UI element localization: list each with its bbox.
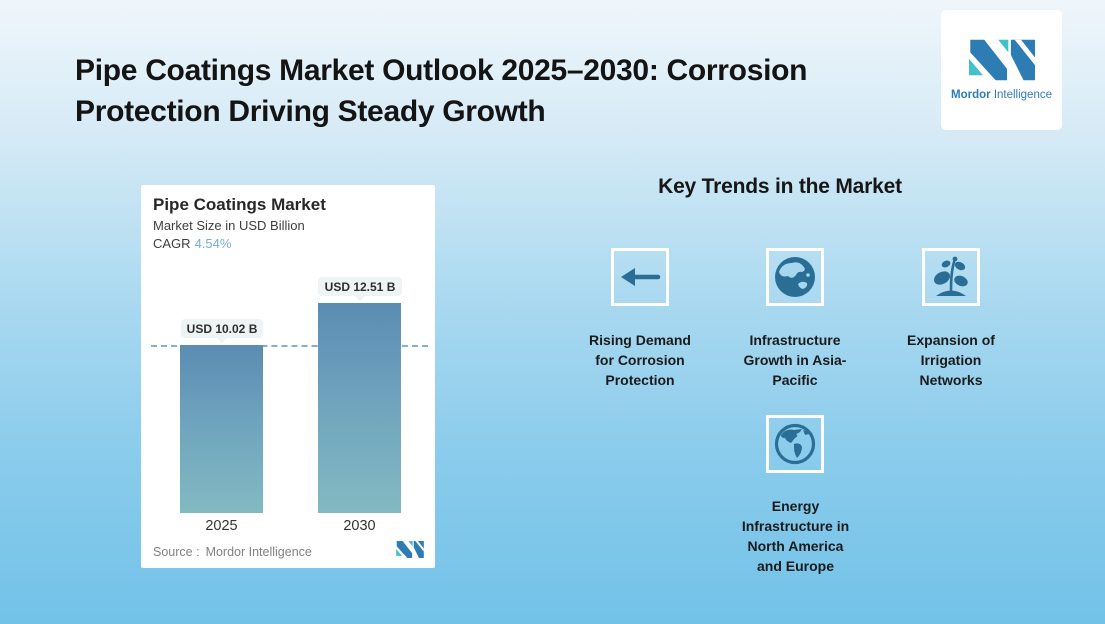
globe-americas-icon (774, 423, 816, 465)
trend-icon-box-2 (766, 248, 824, 306)
source-value: Mordor Intelligence (205, 545, 312, 559)
value-label-2030: USD 12.51 B (318, 277, 402, 301)
trend-label-irrigation: Expansion of Irrigation Networks (907, 332, 995, 388)
plant-seedling-icon (933, 256, 968, 296)
market-size-chart-card: Pipe Coatings Market Market Size in USD … (141, 185, 435, 568)
brand-logo-card: Mordor Intelligence (941, 10, 1062, 130)
cagr-label: CAGR (153, 236, 191, 251)
trends-heading: Key Trends in the Market (658, 175, 902, 198)
chart-source: Source : Mordor Intelligence (153, 545, 312, 559)
chart-subtitle: Market Size in USD Billion (153, 218, 305, 233)
trend-label-energy: Energy Infrastructure in North America a… (741, 498, 850, 574)
chart-title: Pipe Coatings Market (153, 195, 326, 214)
trend-label-asia-pacific: Infrastructure Growth in Asia- Pacific (743, 332, 847, 388)
mordor-intelligence-mini-logo-icon (396, 541, 424, 558)
brand-name-bold: Mordor (951, 89, 991, 101)
reference-dashed-line (151, 345, 428, 347)
cagr-value: 4.54% (194, 236, 232, 251)
chart-cagr: CAGR 4.54% (153, 236, 231, 251)
bar-2030 (318, 303, 401, 513)
axis-label-2030: 2030 (343, 518, 376, 534)
mordor-intelligence-logo-icon (968, 39, 1035, 81)
bar-2025 (180, 345, 263, 513)
trend-icon-box-4 (766, 415, 824, 473)
axis-label-2025: 2025 (205, 518, 238, 534)
globe-asia-pacific-icon (775, 257, 815, 297)
trend-label-corrosion: Rising Demand for Corrosion Protection (589, 332, 691, 388)
arrow-left-icon (621, 268, 661, 286)
trend-icon-box-3 (922, 248, 980, 306)
value-label-2025: USD 10.02 B (181, 319, 263, 343)
brand-name-regular: Intelligence (993, 89, 1052, 101)
source-label: Source : (153, 545, 200, 559)
brand-wordmark: Mordor Intelligence (951, 89, 1052, 101)
trend-icon-box-1 (611, 248, 669, 306)
page-title: Pipe Coatings Market Outlook 2025–2030: … (75, 54, 808, 128)
